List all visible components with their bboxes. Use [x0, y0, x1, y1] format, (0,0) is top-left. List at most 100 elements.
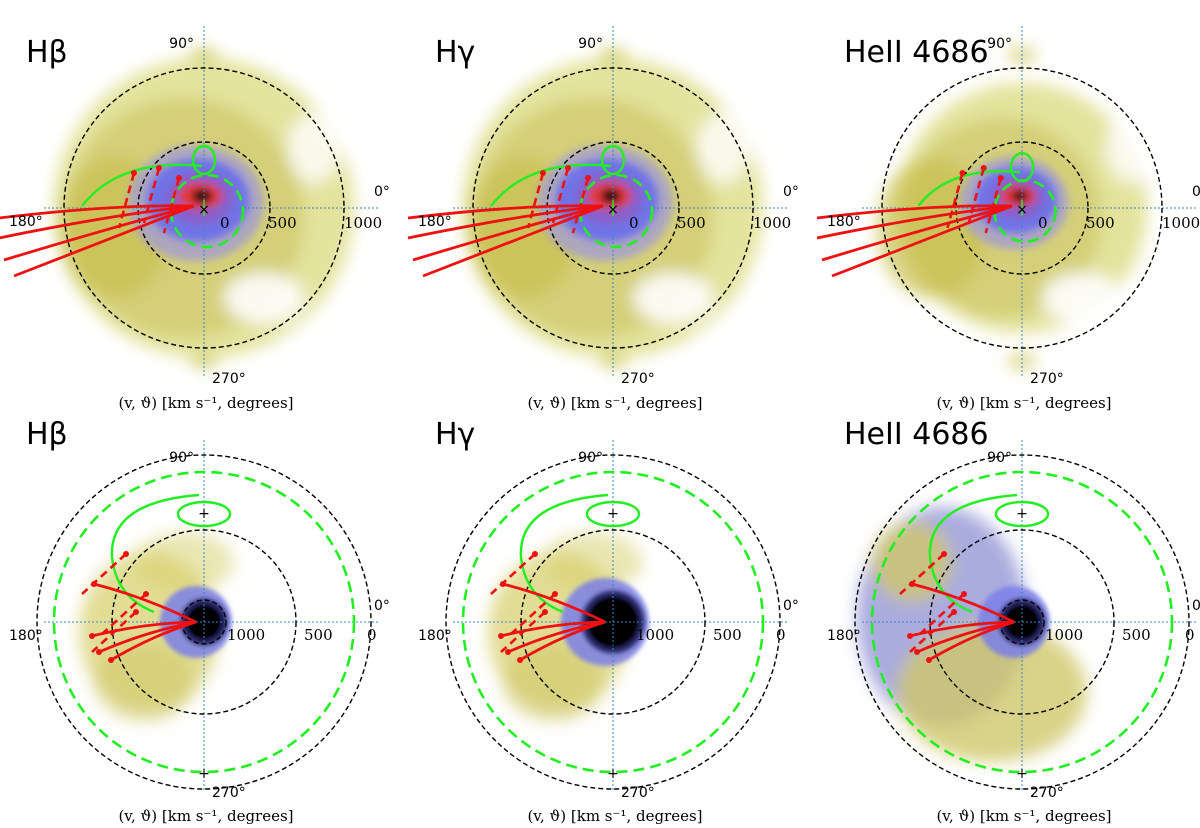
- stream-point-2: [156, 165, 162, 171]
- ring-outer: [36, 454, 372, 790]
- tick-label-1000: 1000: [636, 626, 674, 644]
- secondary-roche-lobe: [600, 144, 626, 176]
- stream-end-1: [941, 551, 947, 557]
- stream-point-4: [926, 657, 932, 663]
- axis-caption: (v, ϑ) [km s⁻¹, degrees]: [527, 807, 702, 825]
- secondary-roche-lobe: [994, 500, 1050, 528]
- stream-dash-3: [162, 177, 181, 234]
- stream-line-4: [928, 620, 1015, 662]
- panel-title: HeII 4686: [844, 35, 989, 70]
- stream-line-2: [0, 204, 195, 240]
- primary-roche-lobe: [870, 470, 1174, 774]
- angle-label-180: 180°: [9, 214, 43, 230]
- stream-dash-1: [81, 553, 127, 595]
- angle-label-270: 270°: [1030, 785, 1064, 801]
- tick-label-0: 0: [629, 214, 639, 232]
- stream-line-4: [422, 204, 604, 278]
- tick-label-1000: 1000: [227, 626, 265, 644]
- primary-cross-marker: ×: [607, 202, 619, 218]
- stream-point-2: [565, 165, 571, 171]
- stream-dash-3: [500, 611, 546, 653]
- panel-2: × Hγ 90° 270° 0° 180° 0 500 1000 (v, ϑ) [km s⁻¹, …: [407, 26, 799, 412]
- stream-trajectory: [490, 163, 612, 207]
- stream-point-1: [540, 170, 546, 176]
- angle-label-270: 270°: [212, 371, 246, 387]
- stream-dash-3: [984, 177, 1003, 234]
- angle-label-180: 180°: [418, 628, 452, 644]
- lower-marker: +: [607, 766, 619, 782]
- stream-point-4: [108, 657, 114, 663]
- stream-end-2: [143, 591, 149, 597]
- stream-end-1: [123, 551, 129, 557]
- panel-5: + + Hγ 90° 270° 0° 180° 1000 500 0 (v, ϑ) [km s⁻¹,…: [418, 417, 799, 825]
- angle-label-0: 0°: [783, 184, 799, 200]
- angle-label-270: 270°: [212, 785, 246, 801]
- tick-label-1000: 1000: [1045, 626, 1083, 644]
- stream-dash-2: [919, 593, 965, 635]
- stream-dash-2: [967, 167, 986, 224]
- tick-label-0: 0: [220, 214, 230, 232]
- tick-label-0: 0: [367, 626, 377, 644]
- axis-caption: (v, ϑ) [km s⁻¹, degrees]: [936, 394, 1111, 412]
- emission-core: [128, 145, 264, 261]
- panel-title: Hγ: [435, 35, 475, 70]
- tick-label-500: 500: [713, 626, 742, 644]
- ring-inner: [955, 141, 1089, 275]
- emission-halo: [857, 507, 1087, 762]
- stream-point-2: [907, 633, 913, 639]
- angle-label-180: 180°: [827, 214, 861, 230]
- ring-outer: [445, 454, 781, 790]
- stream-line-4: [110, 620, 197, 662]
- stream-dash-1: [899, 553, 945, 595]
- stream-dash-1: [526, 172, 545, 229]
- stream-dash-3: [91, 611, 137, 653]
- ring-outer: [63, 67, 345, 349]
- stream-trajectory: [917, 170, 1021, 207]
- angle-label-90: 90°: [987, 36, 1012, 52]
- angle-label-90: 90°: [578, 450, 603, 466]
- ring-outer: [854, 454, 1190, 790]
- axis-caption: (v, ϑ) [km s⁻¹, degrees]: [527, 394, 702, 412]
- stream-line-1: [93, 582, 197, 624]
- angle-label-0: 0°: [1192, 598, 1200, 614]
- stream-trajectory: [519, 493, 609, 614]
- lower-marker: +: [198, 766, 210, 782]
- tick-label-500: 500: [268, 214, 297, 232]
- panel-1: × Hβ 90° 270° 0° 180° 0 500 1000 (v, ϑ) [km s⁻¹, …: [0, 26, 390, 412]
- stream-dash-2: [142, 167, 161, 224]
- primary-roche-lobe: [52, 470, 356, 774]
- stream-dash-1: [946, 172, 964, 229]
- tick-label-500: 500: [304, 626, 333, 644]
- angle-label-0: 0°: [374, 184, 390, 200]
- ring-middle: [111, 529, 297, 715]
- axis-caption: (v, ϑ) [km s⁻¹, degrees]: [118, 394, 293, 412]
- stream-end-1: [532, 551, 538, 557]
- angle-label-0: 0°: [1192, 184, 1200, 200]
- stream-line-2: [407, 204, 604, 240]
- stream-end-3: [542, 609, 548, 615]
- secondary-roche-lobe: [585, 500, 641, 528]
- stream-point-1: [959, 170, 966, 176]
- stream-line-1: [502, 582, 606, 624]
- angle-label-90: 90°: [169, 36, 194, 52]
- secondary-marker: +: [607, 506, 619, 522]
- angle-label-270: 270°: [1030, 371, 1064, 387]
- stream-point-2: [89, 633, 95, 639]
- axis-caption: (v, ϑ) [km s⁻¹, degrees]: [118, 807, 293, 825]
- tick-label-0: 0: [1185, 626, 1195, 644]
- stream-end-2: [961, 591, 967, 597]
- panel-4: + + Hβ 90° 270° 0° 180° 1000 500 0 (v, ϑ) [km s⁻¹,…: [9, 417, 390, 825]
- stream-point-3: [914, 649, 920, 655]
- stream-point-3: [997, 175, 1004, 181]
- ring-inner: [137, 141, 271, 275]
- stream-dash-1: [490, 553, 536, 595]
- stream-end-3: [951, 609, 957, 615]
- angle-label-90: 90°: [169, 450, 194, 466]
- lower-marker: +: [1016, 766, 1028, 782]
- stream-line-4: [831, 204, 1013, 278]
- angle-label-90: 90°: [987, 450, 1012, 466]
- stream-line-4: [13, 204, 195, 278]
- stream-point-3: [96, 649, 102, 655]
